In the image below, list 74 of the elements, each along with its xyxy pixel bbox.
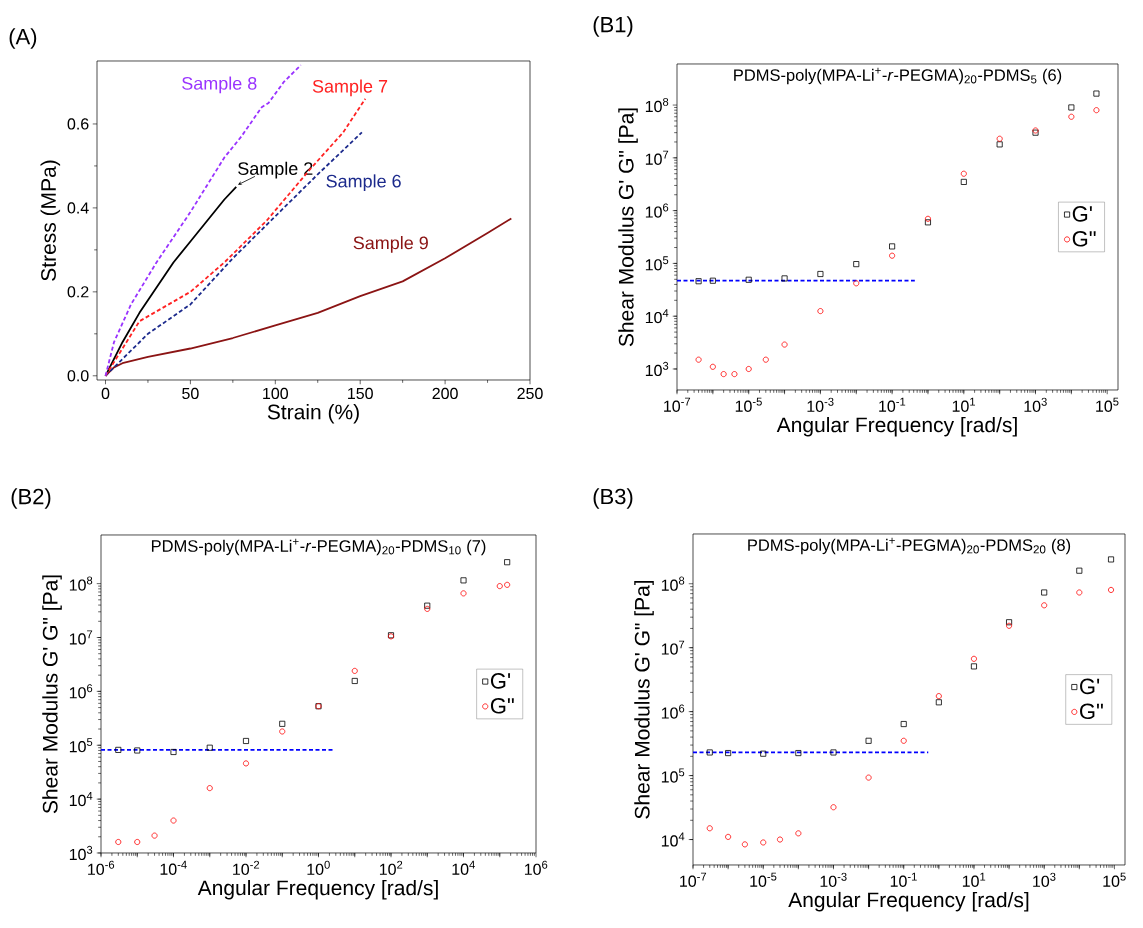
legend-label: G" xyxy=(1080,703,1103,720)
chart-title: (A) xyxy=(9,28,37,49)
x-tick-label: 100 xyxy=(263,387,289,400)
line-series xyxy=(104,64,302,377)
x-axis-title: Strain (%) xyxy=(267,403,359,424)
legend-label: G' xyxy=(1080,678,1100,695)
y-axis-title: Stress (MPa) xyxy=(40,160,61,281)
x-tick-label: 250 xyxy=(517,387,543,400)
x-tick-label: 10$^{-3}$ xyxy=(820,872,847,888)
y-tick-label: 10$^{4}$ xyxy=(69,792,93,807)
x-tick-label: 0 xyxy=(101,387,110,400)
y-tick-label: 0.2 xyxy=(67,286,89,298)
legend-label: G" xyxy=(490,697,514,714)
x-tick-label: 10$^{5}$ xyxy=(1096,397,1119,412)
y-tick-label: 10$^{3}$ xyxy=(69,845,93,861)
y-tick-label: 10$^{8}$ xyxy=(661,576,685,591)
x-tick-label: 10$^{1}$ xyxy=(952,397,976,412)
chart-title: (B1) xyxy=(593,16,633,37)
y-tick-label: 0.6 xyxy=(67,118,89,130)
series-label: Sample 9 xyxy=(353,236,428,253)
x-tick-label: 10$^{3}$ xyxy=(1033,872,1056,888)
x-tick-label: 10$^{-7}$ xyxy=(664,397,691,412)
text: PDMS-poly(MPA-Li$^{+}$-r-PEGMA)$_{20}$-PDMS$_{10}$ (7) xyxy=(151,538,486,556)
x-tick-label: 10$^{-6}$ xyxy=(88,860,115,876)
x-tick-label: 50 xyxy=(182,387,199,400)
x-tick-label: 200 xyxy=(432,387,458,400)
chart-title: (B3) xyxy=(593,488,633,509)
y-tick-label: 10$^{5}$ xyxy=(645,256,669,271)
x-tick-label: 10$^{-1}$ xyxy=(879,397,906,412)
x-tick-label: 10$^{2}$ xyxy=(379,860,403,876)
text: PDMS-poly(MPA-Li$^{+}$-r-PEGMA)$_{20}$-PDMS$_{5}$ (6) xyxy=(734,67,1062,85)
y-tick-label: 0.0 xyxy=(67,370,89,382)
x-tick-label: 10$^{5}$ xyxy=(1103,872,1126,887)
y-tick-label: 10$^{3}$ xyxy=(645,361,669,377)
x-axis-title: Angular Frequency [rad/s] xyxy=(788,891,1029,912)
x-tick-label: 10$^{-7}$ xyxy=(680,872,707,887)
x-tick-label: 10$^{6}$ xyxy=(524,860,548,876)
x-tick-label: 10$^{-3}$ xyxy=(807,397,834,413)
y-tick-label: 10$^{6}$ xyxy=(69,684,93,699)
x-tick-label: 10$^{-5}$ xyxy=(735,397,762,412)
y-tick-label: 10$^{4}$ xyxy=(661,832,685,847)
y-tick-label: 0.4 xyxy=(67,202,89,214)
series-label: Sample 8 xyxy=(182,76,257,94)
x-tick-label: 10$^{4}$ xyxy=(452,860,475,875)
x-axis-title: Angular Frequency [rad/s] xyxy=(197,879,438,900)
y-tick-label: 10$^{8}$ xyxy=(69,576,93,591)
series-label: Sample 7 xyxy=(312,79,388,97)
y-tick-label: 10$^{7}$ xyxy=(661,640,685,655)
chart-subtitle: PDMS-poly(MPA-Li$^{+}$-PEGMA)$_{20}$-PDMS$_{20}$ (8) xyxy=(748,537,1071,555)
x-tick-label: 150 xyxy=(348,387,373,400)
legend-label: G' xyxy=(1072,206,1092,222)
x-tick-label: 10$^{1}$ xyxy=(962,872,986,887)
y-axis-title: Shear Modulus G' G" [Pa] xyxy=(634,580,654,819)
y-tick-label: 10$^{8}$ xyxy=(645,97,669,113)
x-tick-label: 10$^{-5}$ xyxy=(750,872,777,887)
y-tick-label: 10$^{5}$ xyxy=(69,738,93,753)
legend-label: G' xyxy=(490,673,511,689)
y-tick-label: 10$^{5}$ xyxy=(661,768,685,783)
x-tick-label: 10$^{-1}$ xyxy=(890,872,917,887)
x-tick-label: 10$^{0}$ xyxy=(307,860,330,876)
series-label: Sample 6 xyxy=(326,174,401,192)
legend-label: G" xyxy=(1072,230,1096,247)
y-tick-label: 10$^{7}$ xyxy=(645,150,669,165)
y-tick-label: 10$^{6}$ xyxy=(645,203,669,218)
x-tick-label: 10$^{-4}$ xyxy=(160,860,187,875)
x-axis-title: Angular Frequency [rad/s] xyxy=(776,416,1017,437)
y-tick-label: 10$^{6}$ xyxy=(661,704,685,719)
y-axis-title: Shear Modulus G' G" [Pa] xyxy=(618,108,638,347)
chart-title: (B2) xyxy=(11,488,51,509)
y-tick-label: 10$^{4}$ xyxy=(645,309,669,324)
y-axis-title: Shear Modulus G' G" [Pa] xyxy=(42,575,62,814)
x-tick-label: 10$^{-2}$ xyxy=(233,860,260,876)
x-tick-label: 10$^{3}$ xyxy=(1024,397,1047,413)
y-tick-label: 10$^{7}$ xyxy=(69,630,93,645)
